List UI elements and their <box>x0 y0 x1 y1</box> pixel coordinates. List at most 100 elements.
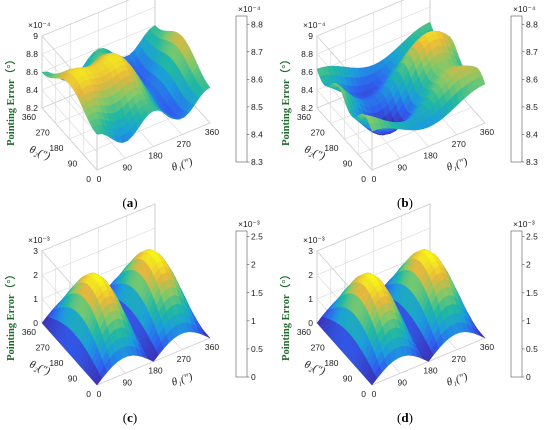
y-tick-label: 180 <box>49 358 63 368</box>
colorbar-gradient <box>510 15 523 163</box>
x-tick-label: 90 <box>123 162 133 172</box>
z-tick-label: 9 <box>308 31 313 41</box>
colorbar-tick-label: 8.6 <box>251 74 263 84</box>
colorbar-tick-label: 8.6 <box>526 74 538 84</box>
z-tick-label: 8.8 <box>301 49 313 59</box>
x-tick-label: 270 <box>177 354 191 364</box>
z-tick-label: 3 <box>33 246 38 256</box>
colorbar: 8.3 8.4 8.5 8.6 8.7 8.8 ×10⁻⁴ <box>510 4 538 167</box>
surface-patch <box>477 76 486 88</box>
x-tick-label: 360 <box>480 342 494 352</box>
x-tick-label: 0 <box>97 389 102 399</box>
colorbar-exponent: ×10⁻⁴ <box>238 4 261 14</box>
z-tick-label: 0 <box>308 318 313 328</box>
colorbar-tick-label: 1.5 <box>251 288 263 298</box>
colorbar-tick-label: 8.3 <box>251 157 263 167</box>
colorbar: 0 0.5 1 1.5 2 2.5 ×10⁻³ <box>510 219 538 382</box>
z-tick-label: 9 <box>33 31 38 41</box>
panel-c: 0123×10⁻³090180270360θ₁(″)090180270360θ₂… <box>4 203 263 425</box>
z-exponent: ×10⁻³ <box>303 235 325 245</box>
y-tick-label: 270 <box>311 343 325 353</box>
z-tick-label: 1 <box>33 294 38 304</box>
z-tick-label: 8.2 <box>301 103 313 113</box>
colorbar-tick-label: 8.5 <box>251 102 263 112</box>
y-tick-label: 360 <box>297 112 311 122</box>
panel-caption: (b) <box>397 195 413 210</box>
colorbar-tick-label: 8.4 <box>526 129 538 139</box>
x-tick-label: 180 <box>148 366 162 376</box>
panel-caption: (c) <box>123 410 137 425</box>
x-tick-label: 360 <box>205 342 219 352</box>
y-tick-label: 360 <box>22 327 36 337</box>
x-tick-label: 270 <box>452 139 466 149</box>
colorbar-gradient <box>510 230 523 378</box>
z-tick-label: 8.2 <box>26 103 38 113</box>
y-tick-label: 360 <box>297 327 311 337</box>
z-exponent: ×10⁻³ <box>28 235 50 245</box>
z-exponent: ×10⁻⁴ <box>303 20 326 30</box>
colorbar-tick-label: 2 <box>526 260 531 270</box>
y-tick-label: 270 <box>311 128 325 138</box>
colorbar-tick-label: 8.5 <box>526 102 538 112</box>
colorbar-tick-label: 0.5 <box>251 344 263 354</box>
panel-caption: (d) <box>397 410 413 425</box>
x-tick-label: 90 <box>398 377 408 387</box>
y-tick-label: 180 <box>324 358 338 368</box>
x-tick-label: 90 <box>123 377 133 387</box>
surface-patch <box>202 83 211 92</box>
z-tick-label: 8.8 <box>26 49 38 59</box>
z-tick-label: 8.6 <box>301 67 313 77</box>
x-tick-label: 180 <box>423 366 437 376</box>
y-tick-label: 0 <box>361 174 366 184</box>
x-axis-label: θ₁(″) <box>445 156 469 174</box>
x-axis-label: θ₁(″) <box>170 156 194 174</box>
y-tick-label: 180 <box>49 143 63 153</box>
colorbar-tick-label: 2 <box>251 260 256 270</box>
colorbar-tick-label: 2.5 <box>526 232 538 242</box>
colorbar-tick-label: 8.4 <box>251 129 263 139</box>
colorbar: 8.3 8.4 8.5 8.6 8.7 8.8 ×10⁻⁴ <box>235 4 263 167</box>
colorbar-tick-label: 8.8 <box>526 19 538 29</box>
colorbar-tick-label: 0.5 <box>526 344 538 354</box>
z-tick-label: 2 <box>33 270 38 280</box>
surface <box>316 249 486 386</box>
y-tick-label: 270 <box>36 343 50 353</box>
colorbar-exponent: ×10⁻³ <box>238 219 260 229</box>
z-axis-label: Pointing Error（°） <box>4 54 17 146</box>
panel-b: 8.28.48.68.89×10⁻⁴090180270360θ₁(″)09018… <box>279 0 538 210</box>
colorbar-tick-label: 1 <box>526 316 531 326</box>
colorbar-gradient <box>235 15 248 163</box>
y-tick-label: 90 <box>68 159 78 169</box>
colorbar-tick-label: 8.8 <box>251 19 263 29</box>
z-exponent: ×10⁻⁴ <box>28 20 51 30</box>
z-axis: 0 1 2 3×10⁻³ <box>303 235 325 328</box>
surface-patch <box>202 330 211 339</box>
z-tick-label: 2 <box>308 270 313 280</box>
panel-a: 8.28.48.68.89×10⁻⁴090180270360θ₁(″)09018… <box>4 0 263 210</box>
x-tick-label: 0 <box>97 174 102 184</box>
x-tick-label: 90 <box>398 162 408 172</box>
z-tick-label: 0 <box>33 318 38 328</box>
z-tick-label: 8.4 <box>301 85 313 95</box>
x-axis-label: θ₁(″) <box>170 371 194 389</box>
x-tick-label: 360 <box>205 127 219 137</box>
z-axis: 0 1 2 3×10⁻³ <box>28 235 50 328</box>
surface-patch <box>477 330 486 339</box>
x-tick-label: 0 <box>372 389 377 399</box>
z-axis-label: Pointing Error（°） <box>279 269 292 361</box>
colorbar-tick-label: 0 <box>526 372 531 382</box>
surface <box>41 25 211 144</box>
x-tick-label: 360 <box>480 127 494 137</box>
colorbar-tick-label: 0 <box>251 372 256 382</box>
z-tick-label: 8.4 <box>26 85 38 95</box>
colorbar-tick-label: 8.3 <box>526 157 538 167</box>
y-tick-label: 0 <box>361 389 366 399</box>
x-axis-label: θ₁(″) <box>445 371 469 389</box>
colorbar-tick-label: 8.7 <box>251 47 263 57</box>
colorbar-gradient <box>235 230 248 378</box>
y-tick-label: 180 <box>324 143 338 153</box>
colorbar: 0 0.5 1 1.5 2 2.5 ×10⁻³ <box>235 219 263 382</box>
